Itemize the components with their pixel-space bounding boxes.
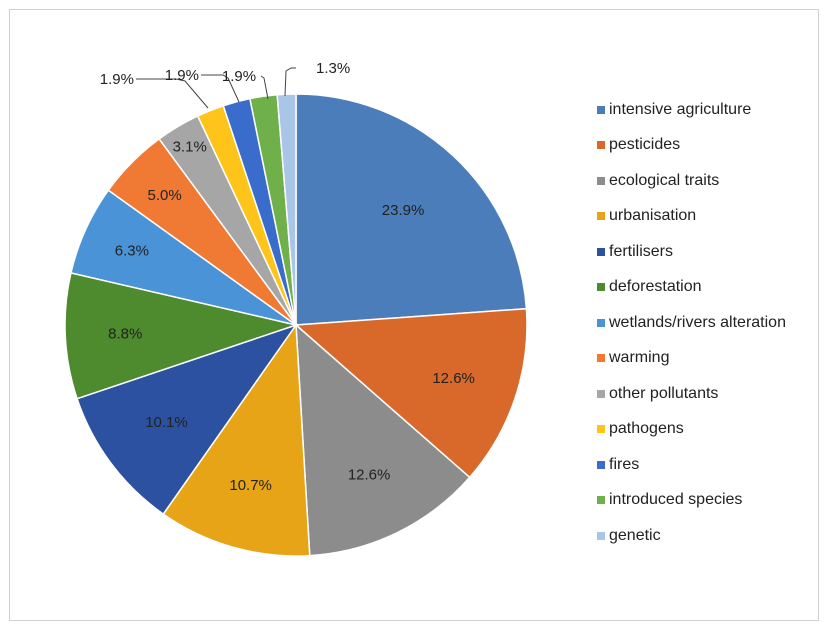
pie-slice-pesticides — [294, 307, 528, 479]
legend-label: urbanisation — [609, 207, 697, 225]
legend-label: wetlands/rivers alteration — [609, 313, 786, 331]
leader-line-fires — [201, 74, 240, 103]
leader-line-pathogens — [136, 78, 209, 109]
legend-swatch — [597, 460, 605, 469]
legend-label: genetic — [609, 526, 661, 544]
legend-swatch — [597, 212, 605, 221]
leader-line-introduced-species — [260, 75, 269, 100]
legend-label: introduced species — [609, 491, 743, 509]
legend-item-introduced-species: introduced species — [597, 483, 827, 519]
data-label-deforestation: 8.8% — [108, 325, 142, 342]
legend-swatch — [597, 354, 605, 363]
data-label-wetlands-rivers-alteration: 6.3% — [115, 243, 149, 260]
legend-item-fertilisers: fertilisers — [597, 234, 827, 270]
legend-swatch — [597, 247, 605, 256]
pie-slice-genetic — [276, 93, 297, 326]
data-label-genetic: 1.3% — [316, 60, 350, 77]
pie-slice-intensive-agriculture — [295, 93, 528, 326]
legend-item-pathogens: pathogens — [597, 412, 827, 448]
legend-swatch — [597, 425, 605, 434]
data-label-ecological-traits: 12.6% — [348, 466, 391, 483]
legend-swatch — [597, 283, 605, 292]
legend-swatch — [597, 105, 605, 114]
legend-swatch — [597, 389, 605, 398]
legend-item-genetic: genetic — [597, 518, 827, 554]
data-label-urbanisation: 10.7% — [229, 477, 272, 494]
legend-label: ecological traits — [609, 171, 720, 189]
legend-item-pesticides: pesticides — [597, 128, 827, 164]
legend-item-urbanisation: urbanisation — [597, 199, 827, 235]
legend-label: fertilisers — [609, 242, 674, 260]
data-label-warming: 5.0% — [148, 187, 182, 204]
legend-item-other-pollutants: other pollutants — [597, 376, 827, 412]
data-label-pathogens: 1.9% — [100, 71, 134, 88]
legend-item-warming: warming — [597, 341, 827, 377]
data-label-intensive-agriculture: 23.9% — [382, 202, 425, 219]
legend-item-intensive-agriculture: intensive agriculture — [597, 92, 827, 128]
legend-item-ecological-traits: ecological traits — [597, 163, 827, 199]
legend-item-fires: fires — [597, 447, 827, 483]
data-label-other-pollutants: 3.1% — [173, 138, 207, 155]
legend-label: pesticides — [609, 136, 681, 154]
data-label-pesticides: 12.6% — [432, 370, 475, 387]
legend-label: other pollutants — [609, 384, 719, 402]
pie-slice-urbanisation — [162, 322, 311, 557]
pie-slice-fertilisers — [76, 323, 298, 516]
legend-item-deforestation: deforestation — [597, 270, 827, 306]
legend-label: warming — [609, 349, 670, 367]
data-label-introduced-species: 1.9% — [222, 68, 256, 85]
legend-swatch — [597, 318, 605, 327]
leader-line-genetic — [284, 67, 296, 97]
legend-swatch — [597, 496, 605, 505]
chart-legend: intensive agriculture pesticides ecologica… — [597, 92, 827, 554]
legend-label: fires — [609, 455, 640, 473]
pie-slice-ecological-traits — [295, 323, 471, 557]
data-label-fertilisers: 10.1% — [145, 414, 188, 431]
pie-slice-deforestation — [64, 271, 299, 400]
legend-swatch — [597, 141, 605, 150]
legend-swatch — [597, 176, 605, 185]
legend-swatch — [597, 531, 605, 540]
legend-item-wetlands-rivers-alteration: wetlands/rivers alteration — [597, 305, 827, 341]
legend-label: pathogens — [609, 420, 684, 438]
legend-label: intensive agriculture — [609, 100, 752, 118]
legend-label: deforestation — [609, 278, 702, 296]
data-label-fires: 1.9% — [165, 67, 199, 84]
